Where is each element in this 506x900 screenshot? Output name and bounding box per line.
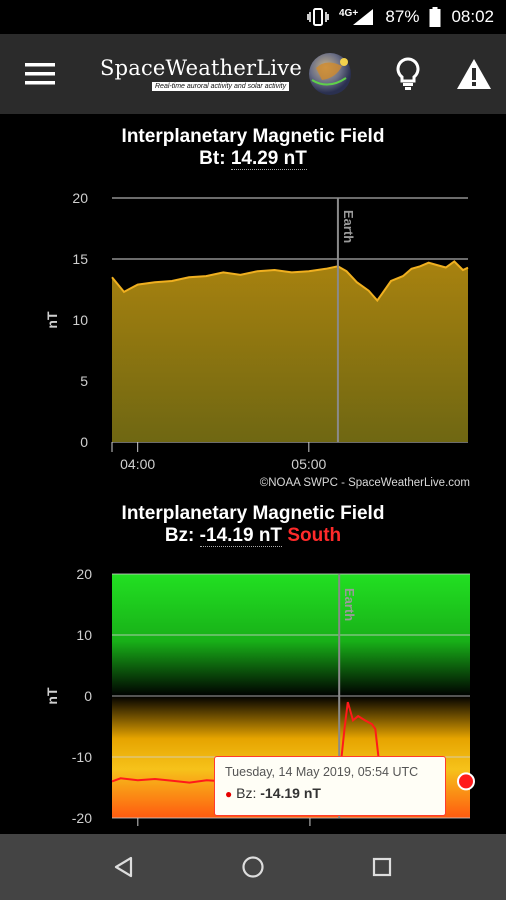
app-tagline: Real-time auroral activity and solar act… (152, 82, 290, 91)
app-logo[interactable]: SpaceWeatherLive Real-time auroral activ… (100, 50, 360, 98)
y-tick-label: 5 (80, 373, 88, 389)
y-tick-label: 20 (72, 190, 88, 206)
current-value-marker (457, 772, 475, 791)
menu-button[interactable] (0, 34, 80, 114)
tips-button[interactable] (388, 52, 428, 96)
y-axis-title: nT (44, 687, 60, 705)
bt-chart-title: Interplanetary Magnetic Field Bt: 14.29 … (0, 126, 506, 170)
y-axis-title: nT (44, 311, 60, 329)
network-type: 4G+ (339, 8, 358, 19)
vibrate-icon (307, 7, 330, 27)
bz-metric-value: -14.19 nT (199, 525, 283, 547)
battery-percent: 87% (385, 7, 420, 26)
recents-square-icon (372, 857, 391, 877)
lightbulb-icon (396, 57, 420, 90)
y-tick-label: -10 (72, 749, 92, 765)
bz-direction: South (287, 525, 342, 546)
back-triangle-icon (115, 856, 133, 878)
earth-label: Earth (342, 588, 357, 621)
y-tick-label: 0 (84, 688, 92, 704)
signal-icon: 4G+ (339, 7, 375, 27)
y-tick-label: 0 (80, 434, 88, 450)
alerts-button[interactable] (452, 52, 496, 96)
tooltip-line: ● Bz: -14.19 nT (225, 785, 435, 801)
globe-logo-icon (309, 53, 351, 95)
bt-area (112, 261, 468, 442)
bt-metric: Bt: 14.29 nT (0, 148, 506, 170)
tooltip-series-label: Bz: (236, 785, 257, 801)
battery-icon (429, 7, 441, 27)
bz-metric: Bz: -14.19 nT South (0, 525, 506, 547)
tooltip-date: Tuesday, 14 May 2019, 05:54 UTC (225, 765, 419, 779)
y-tick-label: 10 (72, 312, 88, 328)
bt-chart-heading: Interplanetary Magnetic Field (121, 126, 385, 147)
y-tick-label: -20 (72, 810, 92, 826)
hamburger-menu-icon (25, 63, 55, 85)
app-name: SpaceWeatherLive (100, 56, 302, 80)
earth-label: Earth (341, 210, 356, 243)
clock: 08:02 (451, 7, 494, 26)
home-circle-icon (242, 856, 264, 878)
bz-metric-label: Bz: (164, 525, 195, 546)
bt-metric-value: 14.29 nT (230, 148, 307, 170)
bt-metric-label: Bt: (199, 148, 226, 169)
tooltip-value: -14.19 nT (260, 785, 321, 801)
bz-chart-title: Interplanetary Magnetic Field Bz: -14.19… (0, 503, 506, 547)
back-button[interactable] (94, 837, 154, 897)
home-button[interactable] (223, 837, 283, 897)
y-tick-label: 10 (76, 627, 92, 643)
app-bar: SpaceWeatherLive Real-time auroral activ… (0, 34, 506, 114)
y-tick-label: 15 (72, 251, 88, 267)
chart-credit: ©NOAA SWPC - SpaceWeatherLive.com (260, 477, 470, 489)
y-tick-label: 20 (76, 566, 92, 582)
recents-button[interactable] (352, 837, 412, 897)
warning-icon (457, 59, 491, 89)
bz-chart-heading: Interplanetary Magnetic Field (121, 503, 385, 524)
bt-chart[interactable]: 0 5 10 15 20 Earth 04:00 05:00 nT ©NOAA SWPC - Sp… (0, 180, 506, 490)
x-tick-label: 04:00 (120, 456, 155, 472)
x-tick-label: 05:00 (291, 456, 326, 472)
system-nav-bar (0, 834, 506, 900)
status-bar: 4G+ 87% 08:02 (0, 0, 506, 34)
chart-tooltip: Tuesday, 14 May 2019, 05:54 UTC ● Bz: -1… (214, 756, 446, 816)
series-dot-icon: ● (225, 787, 233, 801)
